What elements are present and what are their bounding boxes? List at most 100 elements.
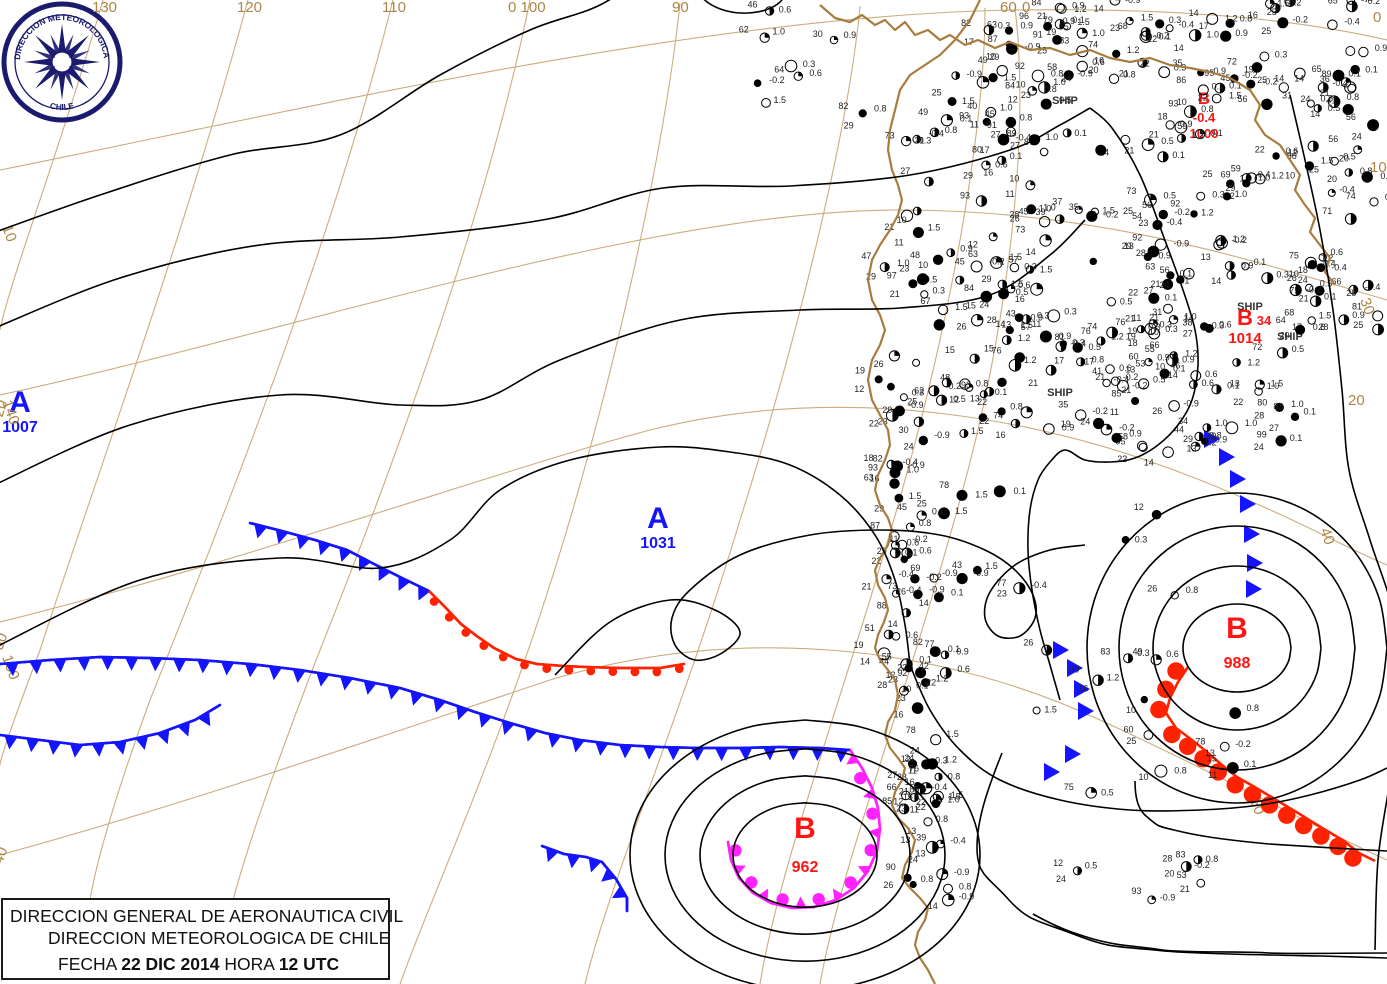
- svg-text:-0.2: -0.2: [1286, 0, 1302, 8]
- svg-text:10: 10: [1016, 79, 1026, 89]
- svg-text:0.5: 0.5: [1292, 344, 1305, 354]
- svg-text:0.1: 0.1: [951, 587, 964, 597]
- svg-text:16: 16: [1248, 10, 1258, 20]
- svg-text:12: 12: [1053, 858, 1063, 868]
- svg-text:-0.2: -0.2: [1092, 406, 1108, 416]
- svg-text:1.5: 1.5: [1319, 311, 1332, 321]
- svg-text:92: 92: [1015, 61, 1025, 71]
- svg-text:14: 14: [1026, 247, 1036, 257]
- svg-text:60: 60: [1124, 725, 1134, 735]
- svg-text:0.6: 0.6: [1331, 247, 1344, 257]
- svg-text:59: 59: [1231, 163, 1241, 173]
- svg-text:0.1: 0.1: [1212, 81, 1225, 91]
- svg-text:DIRECCION METEOROLOGICA DE CHI: DIRECCION METEOROLOGICA DE CHILE: [48, 928, 390, 948]
- svg-text:0.3: 0.3: [933, 286, 946, 296]
- svg-text:30: 30: [899, 425, 909, 435]
- svg-text:-0.4: -0.4: [1255, 169, 1271, 179]
- svg-text:-0.2: -0.2: [1306, 285, 1322, 295]
- svg-text:99: 99: [1257, 430, 1267, 440]
- svg-text:63: 63: [1145, 261, 1155, 271]
- svg-text:0.5: 0.5: [1085, 861, 1098, 871]
- svg-text:FECHA 22 DIC 2014 HORA 12 UTC: FECHA 22 DIC 2014 HORA 12 UTC: [58, 954, 339, 974]
- svg-text:-0.9: -0.9: [929, 584, 945, 594]
- svg-text:90: 90: [886, 862, 896, 872]
- svg-text:19: 19: [855, 366, 865, 376]
- svg-text:13: 13: [970, 394, 980, 404]
- svg-text:20: 20: [1280, 331, 1290, 341]
- svg-text:0.5: 0.5: [1328, 103, 1341, 113]
- svg-text:-0.2: -0.2: [1174, 207, 1190, 217]
- svg-text:53: 53: [1135, 358, 1145, 368]
- svg-text:78: 78: [939, 480, 949, 490]
- svg-text:11: 11: [894, 238, 903, 248]
- svg-text:49: 49: [1133, 646, 1143, 656]
- svg-text:27: 27: [1269, 423, 1279, 433]
- svg-text:83: 83: [1273, 402, 1283, 412]
- svg-text:21: 21: [890, 289, 900, 299]
- svg-text:0.9: 0.9: [1235, 28, 1248, 38]
- svg-text:1.5: 1.5: [909, 491, 922, 501]
- svg-text:24: 24: [979, 300, 989, 310]
- svg-text:13: 13: [1201, 252, 1211, 262]
- svg-text:-0.4: -0.4: [932, 782, 948, 792]
- svg-text:73: 73: [1015, 225, 1025, 235]
- svg-text:0.1: 0.1: [1290, 433, 1303, 443]
- svg-text:-0.9: -0.9: [973, 568, 989, 578]
- svg-text:78: 78: [1195, 736, 1205, 746]
- svg-text:16: 16: [996, 430, 1006, 440]
- svg-text:25: 25: [1353, 320, 1363, 330]
- svg-text:0.1: 0.1: [1172, 150, 1185, 160]
- svg-text:19: 19: [854, 640, 864, 650]
- svg-text:26: 26: [1152, 406, 1162, 416]
- svg-text:64: 64: [1276, 315, 1286, 325]
- svg-text:21: 21: [1149, 129, 1159, 139]
- svg-text:93: 93: [960, 191, 970, 201]
- svg-text:76: 76: [1115, 317, 1125, 327]
- svg-text:75: 75: [1289, 251, 1299, 261]
- svg-text:55: 55: [882, 652, 892, 662]
- svg-text:10: 10: [1139, 772, 1149, 782]
- svg-text:0.1: 0.1: [1227, 380, 1240, 390]
- svg-text:14: 14: [860, 656, 870, 666]
- svg-text:21: 21: [862, 581, 872, 591]
- svg-text:0.5: 0.5: [1120, 297, 1133, 307]
- svg-text:92: 92: [1132, 233, 1142, 243]
- svg-text:76: 76: [992, 345, 1002, 355]
- svg-text:1.5: 1.5: [928, 223, 941, 233]
- svg-text:0.1: 0.1: [995, 387, 1008, 397]
- svg-text:-0.9: -0.9: [1160, 893, 1176, 903]
- svg-text:14: 14: [1144, 457, 1154, 467]
- svg-text:0.6: 0.6: [1119, 363, 1132, 373]
- svg-text:82: 82: [838, 101, 848, 111]
- svg-text:35: 35: [1058, 400, 1068, 410]
- svg-text:SHIP: SHIP: [1047, 387, 1073, 399]
- svg-text:0.1: 0.1: [1304, 407, 1317, 417]
- svg-text:0.3: 0.3: [1165, 324, 1178, 334]
- svg-text:23: 23: [1110, 23, 1120, 33]
- svg-text:14: 14: [996, 319, 1006, 329]
- svg-text:0.6: 0.6: [1166, 649, 1179, 659]
- svg-text:0.1: 0.1: [932, 507, 945, 517]
- svg-text:1.5: 1.5: [1044, 705, 1057, 715]
- svg-text:-0.4: -0.4: [950, 836, 966, 846]
- svg-text:93: 93: [1168, 99, 1178, 109]
- svg-text:21: 21: [1299, 294, 1309, 304]
- svg-text:0.8: 0.8: [921, 874, 934, 884]
- svg-text:1.2: 1.2: [1201, 207, 1214, 217]
- svg-text:1.2: 1.2: [1127, 45, 1140, 55]
- svg-text:24: 24: [1298, 275, 1308, 285]
- svg-text:0.6: 0.6: [1092, 57, 1105, 67]
- svg-text:0.3: 0.3: [1275, 49, 1288, 59]
- svg-text:0.6: 0.6: [995, 160, 1008, 170]
- svg-text:40: 40: [967, 101, 977, 111]
- svg-text:1.5: 1.5: [971, 426, 984, 436]
- svg-text:0.9: 0.9: [1352, 310, 1365, 320]
- svg-text:19: 19: [1127, 326, 1137, 336]
- svg-text:71: 71: [1322, 206, 1332, 216]
- svg-text:13: 13: [916, 848, 926, 858]
- svg-text:1.5: 1.5: [1141, 12, 1154, 22]
- svg-text:28: 28: [987, 315, 997, 325]
- svg-text:988: 988: [1224, 655, 1251, 672]
- svg-text:11: 11: [910, 804, 919, 814]
- svg-text:1.2: 1.2: [1185, 349, 1198, 359]
